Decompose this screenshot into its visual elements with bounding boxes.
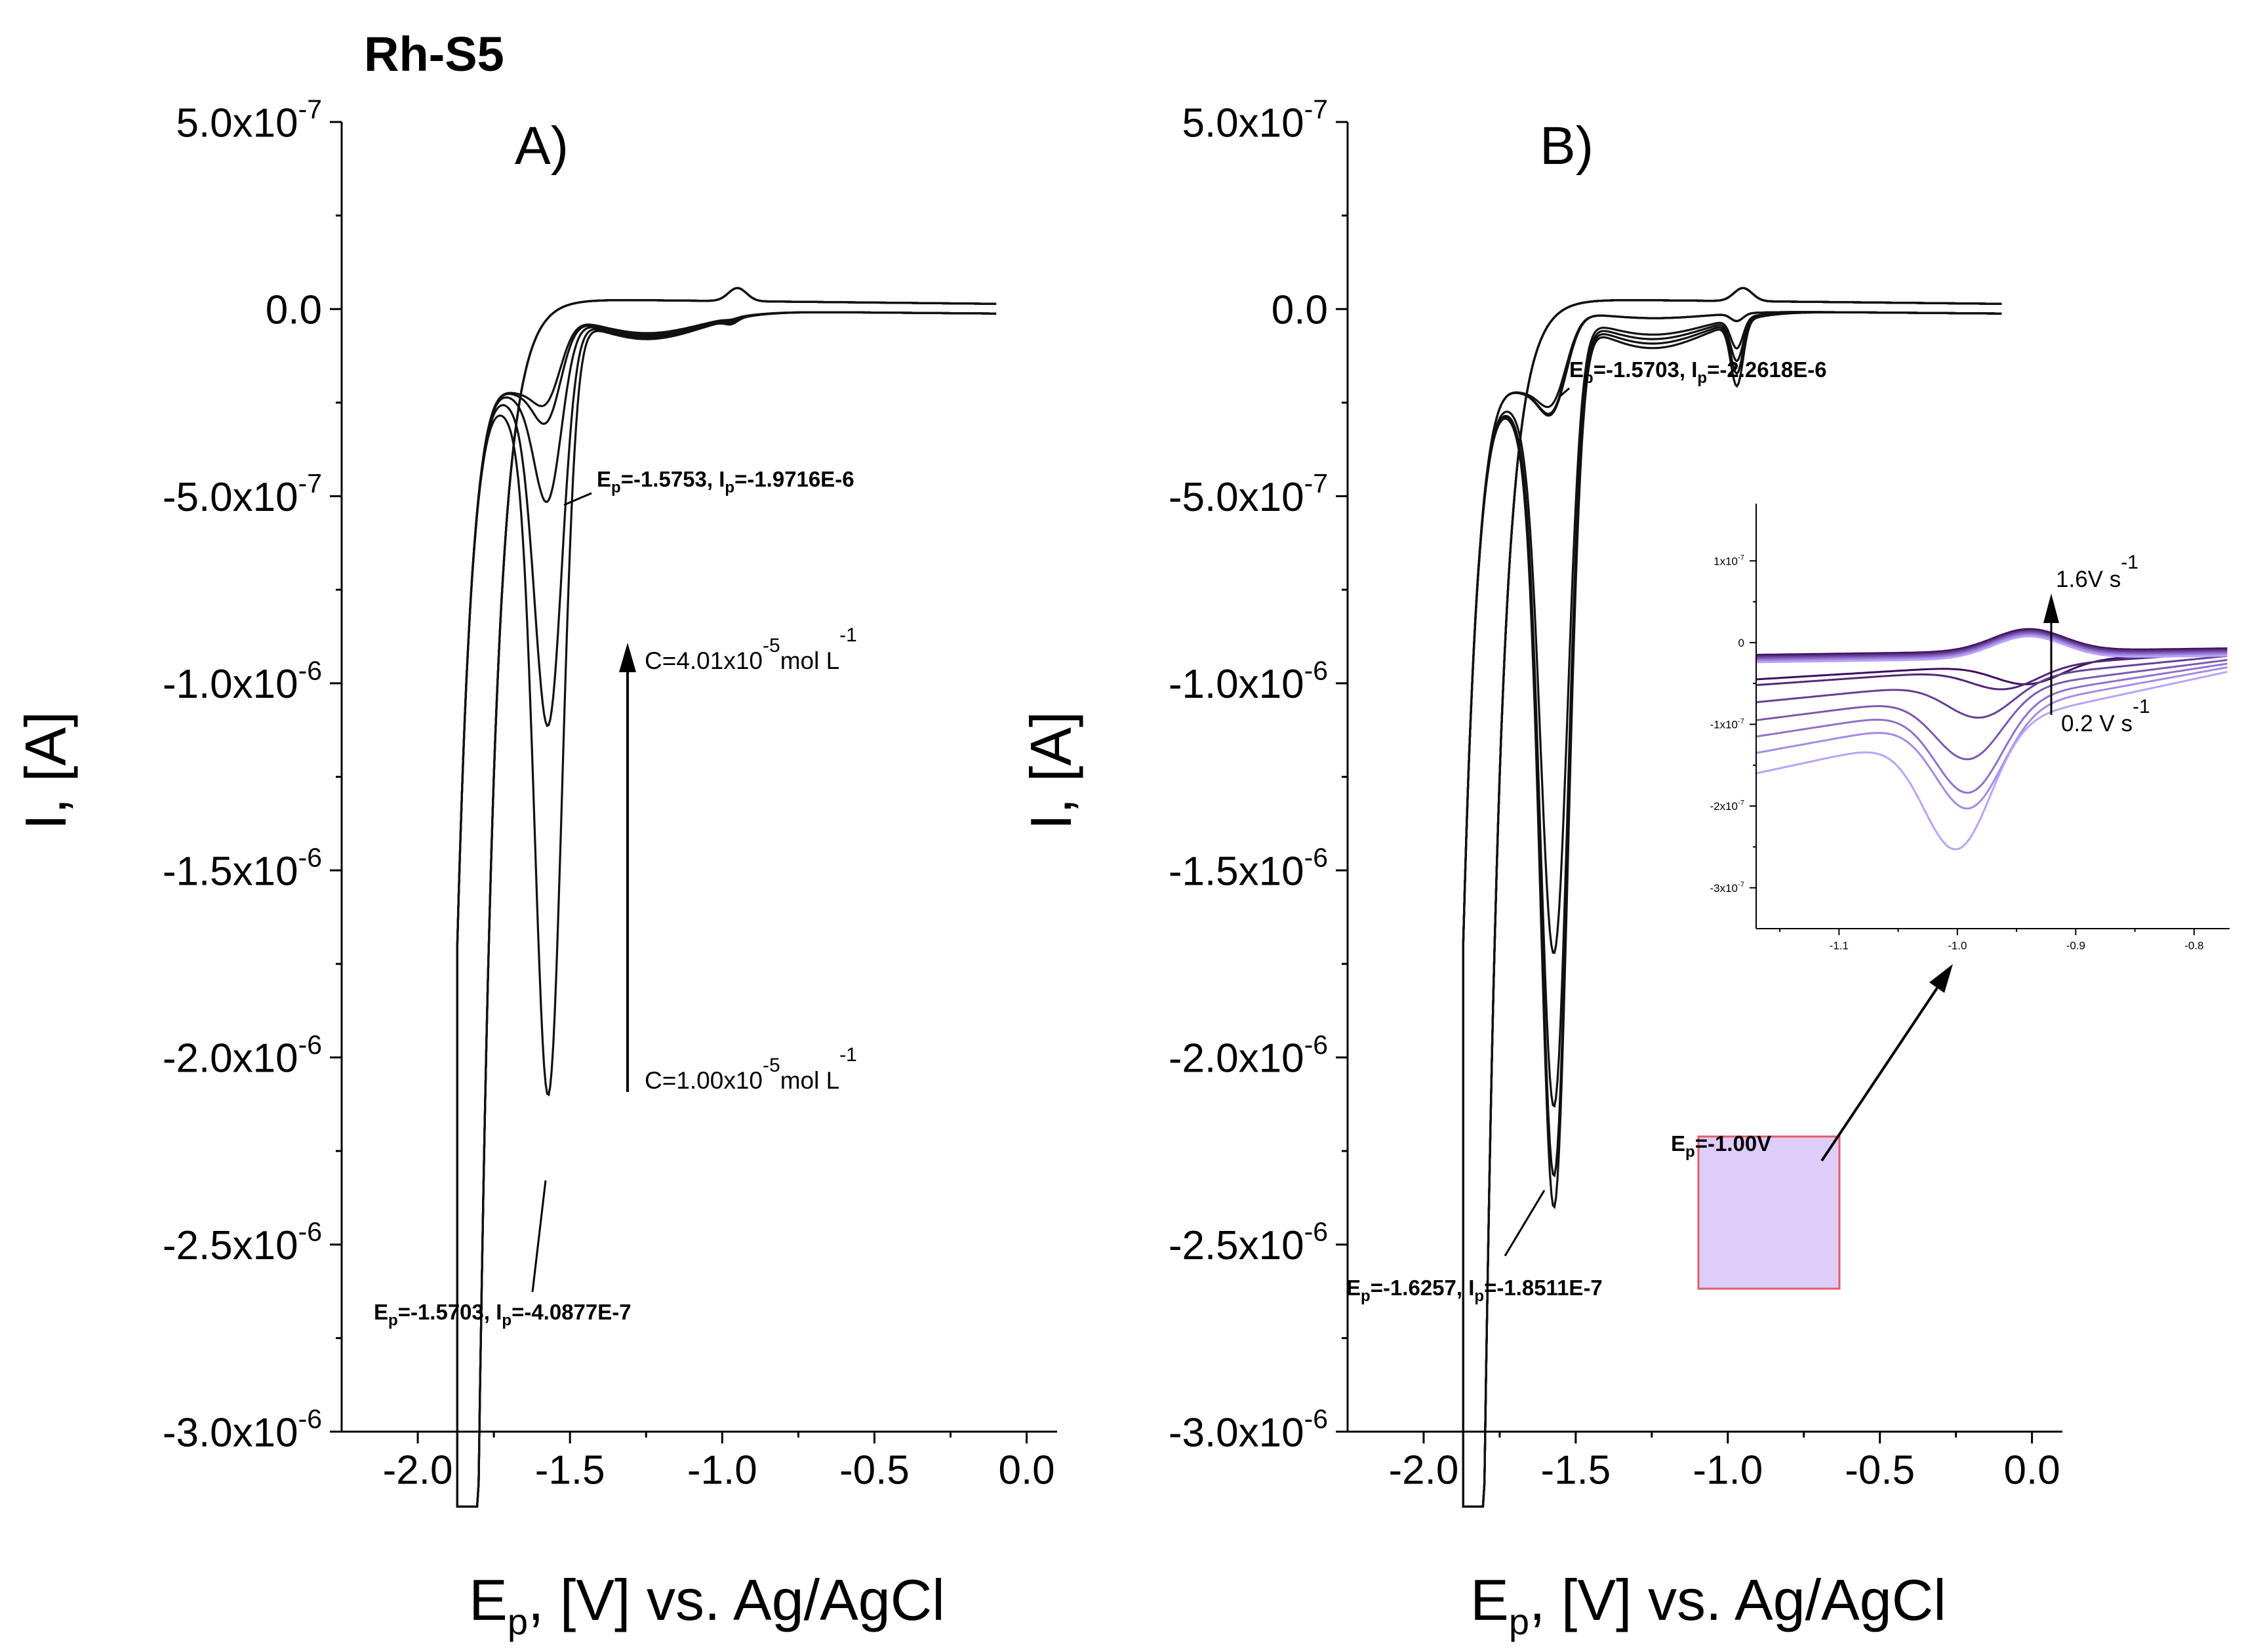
x-title-sub: p xyxy=(1509,1601,1529,1642)
inset-x-tick-label: -0.9 xyxy=(2066,940,2085,952)
panel-a-y-tick-label: -1.5x10-6 xyxy=(163,843,322,895)
concentration-arrow-head xyxy=(619,643,636,672)
scan-rate-high-label: 1.6V s-1 xyxy=(2056,552,2138,592)
annotation-leader-a-top xyxy=(563,492,592,506)
annotation-b-top: Ep=-1.5703, Ip=-2.2618E-6 xyxy=(1569,357,1827,387)
scan-rate-arrow-head xyxy=(2043,594,2059,623)
highlight-region xyxy=(1697,1135,1841,1290)
panel-b-x-tick-label: 0.0 xyxy=(2004,1448,2060,1493)
panel-a-y-tick-label: 5.0x10-7 xyxy=(176,94,322,146)
panel-a-x-tick-label: -2.0 xyxy=(383,1448,453,1493)
panel-b-y-tick-label: 0.0 xyxy=(1272,288,1328,333)
panel-a-label: A) xyxy=(515,116,569,176)
panel-a-axes: -3.0x10-6 -2.5x10-6 -2.0x10-6 -1.5x10-6 -1.0… xyxy=(163,94,1057,1493)
annotation-leader-b-top xyxy=(1559,387,1570,398)
panel-b-x-tick-label: -2.0 xyxy=(1389,1448,1459,1493)
panel-b-x-axis-title: Ep, [V] vs. Ag/AgCl xyxy=(1470,1567,1946,1642)
panel-b-x-tick-label: -0.5 xyxy=(1845,1448,1915,1493)
x-title-rest: , [V] vs. Ag/AgCl xyxy=(1529,1567,1946,1632)
inset-pointer-arrow xyxy=(1820,986,1939,1162)
x-title-sub: p xyxy=(508,1601,528,1642)
panel-b-y-tick-label: -5.0x10-7 xyxy=(1169,468,1328,520)
panel-b-y-tick-label: -1.0x10-6 xyxy=(1169,655,1328,707)
panel-a-x-tick-label: -0.5 xyxy=(839,1448,910,1493)
inset-axes: -3x10-7 -2x10-7 -1x10-7 0 1x10-7 -1.1 -1.0 -0.9… xyxy=(1710,504,2230,952)
panel-a-x-axis-title: Ep, [V] vs. Ag/AgCl xyxy=(469,1567,945,1642)
inset-y-tick-label: -3x10-7 xyxy=(1710,881,1744,895)
x-title-main: E xyxy=(1470,1567,1509,1632)
inset-plot: -3x10-7 -2x10-7 -1x10-7 0 1x10-7 -1.1 -1.0 -0.9… xyxy=(1710,504,2230,952)
inset-y-tick-label: 1x10-7 xyxy=(1714,554,1744,568)
panel-a-y-axis-title: I, [A] xyxy=(13,712,78,830)
panel-b-y-axis-title: I, [A] xyxy=(1018,712,1083,830)
panel-b: -3.0x10-6 -2.5x10-6 -2.0x10-6 -1.5x10-6 -1.0… xyxy=(1018,94,2230,1642)
panel-a-y-tick-label: 0.0 xyxy=(266,288,322,333)
x-title-rest: , [V] vs. Ag/AgCl xyxy=(528,1567,945,1632)
inset-y-tick-label: -1x10-7 xyxy=(1710,717,1744,731)
inset-pointer-arrow-head xyxy=(1929,964,1953,993)
annotation-a-bottom: Ep=-1.5703, Ip=-4.0877E-7 xyxy=(374,1300,632,1329)
panel-a-traces xyxy=(456,287,997,1508)
panel-a-y-tick-label: -5.0x10-7 xyxy=(163,468,322,520)
inset-y-tick-label: -2x10-7 xyxy=(1710,799,1744,813)
inset-y-tick-label: 0 xyxy=(1738,637,1744,649)
inset-forward-trace xyxy=(1755,655,2228,719)
concentration-low-label: C=1.00x10-5mol L-1 xyxy=(645,1044,857,1094)
cv-trace-a xyxy=(456,287,997,1508)
inset-reverse-trace xyxy=(1756,633,2228,661)
annotation-b-mid: Ep=-1.00V xyxy=(1671,1131,1771,1161)
cv-trace-b-low xyxy=(1462,287,2002,1508)
panel-b-axes: -3.0x10-6 -2.5x10-6 -2.0x10-6 -1.5x10-6 -1.0… xyxy=(1169,94,2062,1493)
panel-b-y-tick-label: -3.0x10-6 xyxy=(1169,1403,1328,1455)
inset-reverse-trace xyxy=(1755,635,2228,664)
inset-reverse-trace xyxy=(1756,629,2228,657)
inset-x-tick-label: -0.8 xyxy=(2184,940,2203,952)
inset-x-tick-label: -1.0 xyxy=(1948,940,1967,952)
annotation-b-bottom: Ep=-1.6257, Ip=-1.8511E-7 xyxy=(1346,1276,1603,1305)
inset-traces xyxy=(1755,628,2228,851)
concentration-high-label: C=4.01x10-5mol L-1 xyxy=(645,624,857,674)
panel-b-label: B) xyxy=(1540,116,1594,176)
panel-b-y-tick-label: -2.5x10-6 xyxy=(1169,1217,1328,1268)
annotation-leader-a-bottom xyxy=(531,1180,547,1293)
x-title-main: E xyxy=(469,1567,508,1632)
inset-forward-trace xyxy=(1755,666,2228,810)
inset-forward-trace xyxy=(1755,658,2228,761)
panel-b-x-tick-label: -1.0 xyxy=(1693,1448,1763,1493)
figure-title: Rh-S5 xyxy=(364,27,504,81)
inset-forward-trace xyxy=(1755,662,2228,794)
panel-a-y-tick-label: -2.0x10-6 xyxy=(163,1030,322,1081)
panel-b-y-tick-label: 5.0x10-7 xyxy=(1182,94,1328,146)
inset-reverse-trace xyxy=(1756,632,2228,660)
panel-a-y-tick-label: -3.0x10-6 xyxy=(163,1403,322,1455)
panel-b-x-tick-label: -1.5 xyxy=(1540,1448,1611,1493)
inset-forward-trace xyxy=(1755,671,2228,851)
panel-a: -3.0x10-6 -2.5x10-6 -2.0x10-6 -1.5x10-6 -1.0… xyxy=(13,94,1057,1642)
panel-b-y-tick-label: -1.5x10-6 xyxy=(1169,843,1328,895)
inset-x-tick-label: -1.1 xyxy=(1830,940,1849,952)
panel-a-y-tick-label: -2.5x10-6 xyxy=(163,1217,322,1268)
annotation-leader-b-bottom xyxy=(1504,1190,1546,1257)
panel-b-traces xyxy=(1462,287,2002,1508)
panel-a-y-tick-label: -1.0x10-6 xyxy=(163,655,322,707)
inset-reverse-trace xyxy=(1755,634,2228,662)
inset-reverse-trace xyxy=(1756,628,2228,656)
inset-reverse-trace xyxy=(1755,630,2228,658)
panel-a-x-tick-label: 0.0 xyxy=(998,1448,1054,1493)
panel-b-y-tick-label: -2.0x10-6 xyxy=(1169,1030,1328,1081)
panel-a-x-tick-label: -1.0 xyxy=(687,1448,757,1493)
panel-a-x-tick-label: -1.5 xyxy=(535,1448,605,1493)
scan-rate-low-label: 0.2 V s-1 xyxy=(2061,696,2150,736)
annotation-a-top: Ep=-1.5753, Ip=-1.9716E-6 xyxy=(597,467,854,496)
